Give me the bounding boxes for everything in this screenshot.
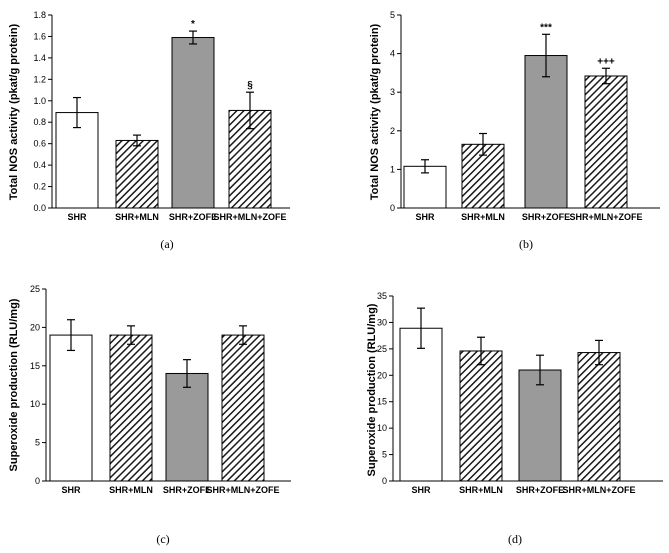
panel-a-ytick-label: 0.0: [33, 203, 46, 213]
panel-d-category-label: SHR+ZOFE: [516, 485, 564, 495]
panel-c-ytick-label: 10: [30, 399, 40, 409]
panel-c-ytick-label: 5: [35, 438, 40, 448]
panel-b-category-label: SHR+ZOFE: [522, 212, 570, 222]
panel-b-category-label: SHR+MLN: [461, 212, 505, 222]
panel-b-ytick-label: 5: [390, 10, 395, 20]
panel-b-ytick-label: 0: [390, 203, 395, 213]
panel-b-significance-label: +++: [597, 56, 615, 67]
panel-d-ytick-label: 0: [382, 476, 387, 486]
panel-d-ytick-label: 30: [377, 317, 387, 327]
panel-d-category-label: SHR+MLN+ZOFE: [562, 485, 635, 495]
panel-d: Superoxide production (RLU/mg) (d) 0 5 10 1…: [366, 291, 663, 546]
panel-a-ytick-label: 0.8: [33, 117, 46, 127]
panel-c-ytick-label: 15: [30, 361, 40, 371]
panel-c-category-label: SHR+MLN: [109, 485, 153, 495]
panel-d-tag: (d): [508, 532, 522, 546]
panel-d-bar: [459, 350, 503, 482]
panel-a-category-label: SHR: [67, 212, 87, 222]
panel-c-ylabel: Superoxide production (RLU/mg): [8, 298, 20, 471]
panel-b-bar: [524, 55, 568, 209]
panel-a-ytick-label: 1.4: [33, 53, 46, 63]
panel-b-ytick-label: 2: [390, 126, 395, 136]
panel-b-ytick-label: 1: [390, 164, 395, 174]
panel-b-category-label: SHR+MLN+ZOFE: [569, 212, 642, 222]
panel-d-category-label: SHR+MLN: [459, 485, 503, 495]
panel-c-category-label: SHR: [61, 485, 81, 495]
panel-c-tag: (c): [156, 532, 169, 546]
panel-a-significance-label: §: [247, 80, 253, 91]
panel-d-ytick-label: 25: [377, 344, 387, 354]
panel-a-ytick-label: 1.2: [33, 74, 46, 84]
panel-a-bar: [171, 37, 215, 209]
panel-c-ytick-label: 25: [30, 284, 40, 294]
panel-a-ytick-label: 1.8: [33, 10, 46, 20]
panel-d-ylabel: Superoxide production (RLU/mg): [366, 303, 378, 476]
panel-d-ytick-label: 10: [377, 423, 387, 433]
panel-a-ytick-label: 0.4: [33, 160, 46, 170]
panel-a: Total NOS activity (pkat/g protein) (a) …: [8, 10, 290, 251]
panel-b-significance-label: ***: [540, 22, 552, 33]
panel-c-bar: [221, 334, 265, 482]
panel-d-ytick-label: 35: [377, 291, 387, 301]
panel-b-plot: 0 1 2 3 4 5 SHR SHR+MLN *** SHR+ZOFE +++ SHR+MLN+ZO…: [390, 10, 660, 222]
panel-c-bar: [49, 334, 93, 482]
panel-c-category-label: SHR+ZOFE: [163, 485, 211, 495]
panel-a-category-label: SHR+ZOFE: [169, 212, 217, 222]
panel-a-ytick-label: 1.0: [33, 96, 46, 106]
panel-a-plot: 0.0 0.2 0.4 0.6 0.8 1.0 1.2 1.4 1.6 1.8 SHR SHR+MLN…: [33, 10, 290, 222]
panel-d-bar: [399, 327, 443, 482]
panel-d-category-label: SHR: [411, 485, 431, 495]
panel-d-bar: [577, 352, 621, 482]
panel-a-ytick-label: 1.6: [33, 31, 46, 41]
panel-a-ylabel: Total NOS activity (pkat/g protein): [8, 23, 20, 200]
panel-b: Total NOS activity (pkat/g protein) (b) …: [369, 10, 660, 251]
panel-a-ytick-label: 0.2: [33, 182, 46, 192]
panel-d-ytick-label: 20: [377, 370, 387, 380]
panel-a-ytick-label: 0.6: [33, 139, 46, 149]
panel-a-bar: [55, 112, 99, 209]
panel-d-ytick-label: 15: [377, 397, 387, 407]
panel-a-category-label: SHR+MLN: [115, 212, 159, 222]
panel-a-significance-label: *: [191, 19, 195, 30]
panel-b-ylabel: Total NOS activity (pkat/g protein): [369, 23, 381, 200]
panel-b-bar: [584, 75, 628, 209]
panel-c-bar: [165, 372, 209, 482]
panel-c-category-label: SHR+MLN+ZOFE: [206, 485, 279, 495]
panel-b-ytick-label: 4: [390, 49, 395, 59]
panel-b-category-label: SHR: [415, 212, 435, 222]
panel-b-tag: (b): [519, 237, 533, 251]
panel-d-plot: 0 5 10 15 20 25 30 35 SHR SHR+MLN SHR+ZOFESHR+MLN+…: [377, 291, 663, 495]
panel-b-ytick-label: 3: [390, 87, 395, 97]
panel-c-ytick-label: 0: [35, 476, 40, 486]
panel-c-ytick-label: 20: [30, 322, 40, 332]
panel-a-category-label: SHR+MLN+ZOFE: [213, 212, 286, 222]
panel-c-bar: [109, 334, 153, 482]
panel-c: Superoxide production (RLU/mg) (c) 0 5 10 1…: [8, 284, 291, 546]
panel-a-bar: [115, 139, 159, 209]
panel-a-tag: (a): [160, 237, 173, 251]
panel-d-ytick-label: 5: [382, 450, 387, 460]
panel-d-bar: [518, 369, 562, 482]
